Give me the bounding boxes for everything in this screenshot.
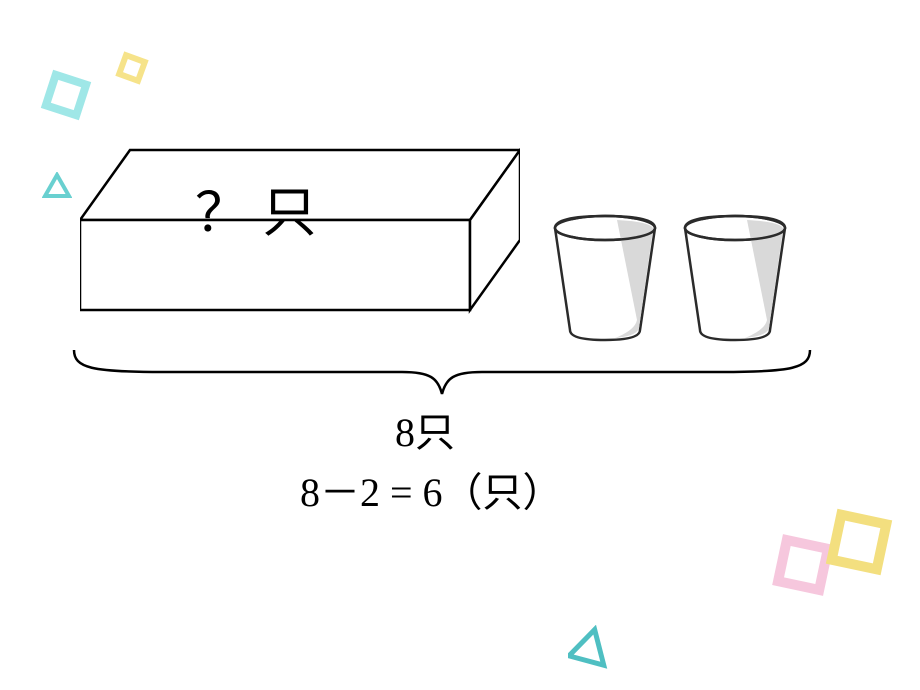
triangle-cyan-icon: [42, 172, 72, 202]
brace-icon: [72, 348, 812, 403]
diamond-cyan-icon: [36, 65, 96, 125]
cup-icon: [555, 216, 655, 340]
diamond-yellow-bottom-icon: [822, 505, 896, 579]
diamond-yellow-icon: [112, 48, 152, 88]
triangle-cyan-bottom-icon: [568, 625, 612, 669]
diamond-pink-bottom-icon: [768, 530, 838, 600]
cup-icon: [685, 216, 785, 340]
equation-text: 8－2 = 6（只）: [300, 460, 563, 518]
total-label: 8只: [395, 400, 455, 458]
canvas: ？ 只 8只 8－2 = 6（只）: [0, 0, 920, 690]
cups-group: [545, 210, 805, 355]
box-unknown-label: ？ 只: [195, 168, 317, 247]
